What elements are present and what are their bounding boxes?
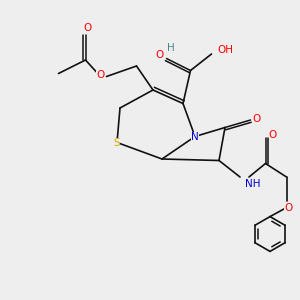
Text: O: O <box>284 202 292 213</box>
Text: H: H <box>167 43 175 53</box>
Text: S: S <box>114 137 120 148</box>
Text: O: O <box>268 130 276 140</box>
Text: O: O <box>252 113 261 124</box>
Text: NH: NH <box>245 178 261 189</box>
Text: OH: OH <box>217 45 233 56</box>
Text: O: O <box>96 70 105 80</box>
Text: O: O <box>83 23 91 33</box>
Text: N: N <box>191 131 199 142</box>
Text: O: O <box>156 50 164 61</box>
